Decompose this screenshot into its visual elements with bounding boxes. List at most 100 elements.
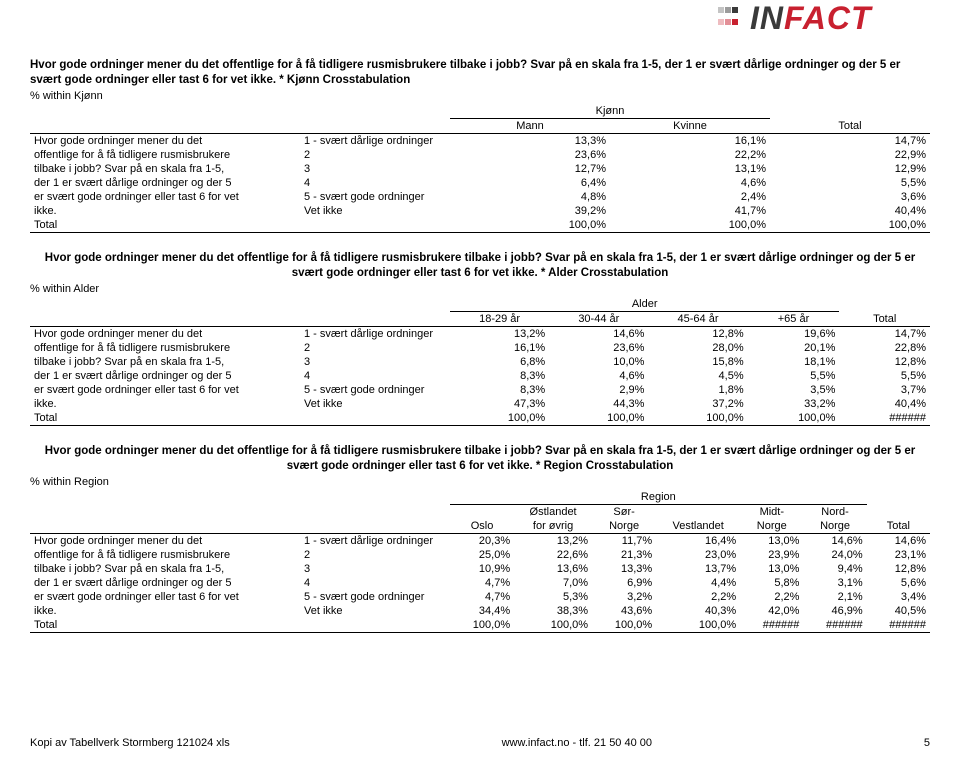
col-header: Østlandet (514, 504, 592, 519)
cell: 2,2% (740, 590, 803, 604)
cell: 2,9% (549, 383, 648, 397)
cell: 42,0% (740, 604, 803, 618)
crosstab-region: Hvor gode ordninger mener du det offentl… (30, 444, 930, 633)
cell: 2,2% (656, 590, 740, 604)
col-header: Sør- (592, 504, 656, 519)
cell: 33,2% (748, 397, 840, 411)
table1-group: Kjønn (450, 104, 770, 119)
col-header: 18-29 år (450, 311, 549, 326)
cell: 22,2% (610, 148, 770, 162)
total-cell: 100,0% (549, 411, 648, 426)
row-stub: tilbake i jobb? Svar på en skala fra 1-5… (30, 162, 300, 176)
cell: 5,5% (770, 176, 930, 190)
row-category: 4 (300, 576, 450, 590)
cell: 13,7% (656, 562, 740, 576)
cell: 37,2% (648, 397, 747, 411)
cell: 18,1% (748, 355, 840, 369)
row-stub: ikke. (30, 204, 300, 218)
cell: 3,1% (803, 576, 866, 590)
cell: 2,4% (610, 190, 770, 204)
cell: 10,9% (450, 562, 514, 576)
cell: 14,6% (867, 533, 930, 548)
cell: 10,0% (549, 355, 648, 369)
cell: 3,4% (867, 590, 930, 604)
cell: 12,7% (450, 162, 610, 176)
cell: 4,5% (648, 369, 747, 383)
cell: 16,1% (610, 133, 770, 148)
col-header: 45-64 år (648, 311, 747, 326)
cell: 3,7% (839, 383, 930, 397)
row-category: 2 (300, 148, 450, 162)
col-header: Mann (450, 118, 610, 133)
table3-within: % within Region (30, 476, 930, 488)
cell: 13,1% (610, 162, 770, 176)
total-cell: 100,0% (748, 411, 840, 426)
row-category: 1 - svært dårlige ordninger (300, 533, 450, 548)
col-header (656, 504, 740, 519)
table1-title: Hvor gode ordninger mener du det offentl… (30, 58, 930, 88)
total-cell: 100,0% (656, 618, 740, 633)
table2-group: Alder (450, 297, 839, 312)
cell: 23,6% (450, 148, 610, 162)
cell: 13,2% (514, 533, 592, 548)
total-cell: 100,0% (770, 218, 930, 233)
total-cell: ###### (839, 411, 930, 426)
row-stub: ikke. (30, 397, 300, 411)
cell: 20,1% (748, 341, 840, 355)
cell: 47,3% (450, 397, 549, 411)
page-footer: Kopi av Tabellverk Stormberg 121024 xls … (30, 737, 930, 749)
cell: 41,7% (610, 204, 770, 218)
row-stub: er svært gode ordninger eller tast 6 for… (30, 383, 300, 397)
cell: 38,3% (514, 604, 592, 618)
row-category: Vet ikke (300, 604, 450, 618)
cell: 4,6% (610, 176, 770, 190)
cell: 40,3% (656, 604, 740, 618)
total-cell: ###### (803, 618, 866, 633)
cell: 12,8% (839, 355, 930, 369)
row-category: Vet ikke (300, 204, 450, 218)
row-stub: tilbake i jobb? Svar på en skala fra 1-5… (30, 355, 300, 369)
cell: 5,3% (514, 590, 592, 604)
cell: 4,7% (450, 590, 514, 604)
total-label: Total (30, 618, 300, 633)
cell: 5,6% (867, 576, 930, 590)
row-category: 5 - svært gode ordninger (300, 190, 450, 204)
row-category: 3 (300, 562, 450, 576)
cell: 12,8% (648, 326, 747, 341)
row-stub: der 1 er svært dårlige ordninger og der … (30, 369, 300, 383)
total-cell: 100,0% (450, 218, 610, 233)
row-stub: Hvor gode ordninger mener du det (30, 133, 300, 148)
cell: 14,6% (549, 326, 648, 341)
total-cell: ###### (867, 618, 930, 633)
footer-center: www.infact.no - tlf. 21 50 40 00 (502, 737, 652, 749)
table2-title: Hvor gode ordninger mener du det offentl… (30, 251, 930, 281)
row-stub: er svært gode ordninger eller tast 6 for… (30, 190, 300, 204)
cell: 8,3% (450, 383, 549, 397)
col-header: Midt- (740, 504, 803, 519)
cell: 25,0% (450, 548, 514, 562)
cell: 6,8% (450, 355, 549, 369)
total-cell: 100,0% (450, 411, 549, 426)
col-header: for øvrig (514, 519, 592, 534)
crosstab-kjonn: Hvor gode ordninger mener du det offentl… (30, 58, 930, 233)
cell: 23,0% (656, 548, 740, 562)
col-header: Total (770, 118, 930, 133)
cell: 40,4% (770, 204, 930, 218)
logo-text: INFACT (750, 0, 872, 36)
row-stub: offentlige for å få tidligere rusmisbruk… (30, 341, 300, 355)
col-header: Total (867, 519, 930, 534)
table1-within: % within Kjønn (30, 90, 930, 102)
row-category: 2 (300, 341, 450, 355)
total-cell: 100,0% (610, 218, 770, 233)
cell: 44,3% (549, 397, 648, 411)
footer-left: Kopi av Tabellverk Stormberg 121024 xls (30, 737, 230, 749)
cell: 43,6% (592, 604, 656, 618)
cell: 24,0% (803, 548, 866, 562)
cell: 15,8% (648, 355, 747, 369)
cell: 40,5% (867, 604, 930, 618)
cell: 23,9% (740, 548, 803, 562)
cell: 2,1% (803, 590, 866, 604)
col-header: Norge (803, 519, 866, 534)
row-stub: Hvor gode ordninger mener du det (30, 533, 300, 548)
col-header: +65 år (748, 311, 840, 326)
